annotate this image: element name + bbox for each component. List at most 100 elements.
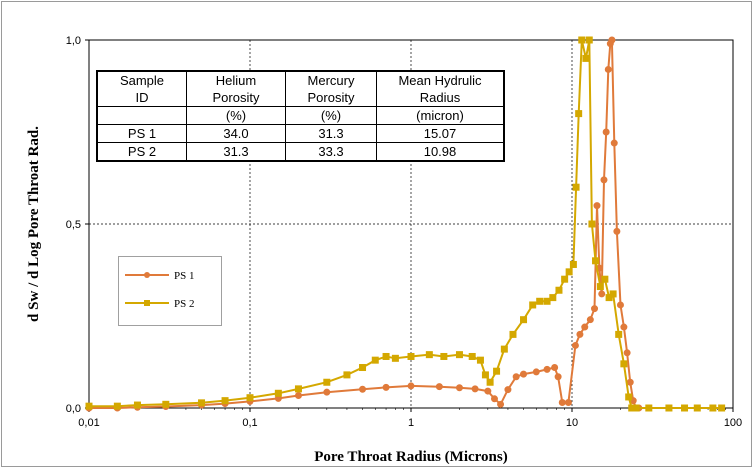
data-point [581,323,589,331]
data-point [497,400,505,408]
legend-marker [144,300,150,306]
y-tick-label: 0,0 [66,403,81,415]
data-point [543,365,551,373]
data-point [294,385,302,393]
axis-ticks: 0,01 0,1 1 10 100 0,0 0,5 1,0 [66,35,742,429]
series-ps-1 [85,36,643,412]
data-point [246,394,254,402]
data-point [626,378,634,386]
legend-items: PS 1 PS 2 [125,270,195,310]
data-point [512,373,520,381]
data-point [564,398,572,406]
data-point [529,301,537,309]
data-point [605,294,613,302]
data-point [554,373,562,381]
data-point [615,330,623,338]
table-header-cell: Mercury [285,70,377,89]
data-point [113,402,121,410]
data-point [500,345,508,353]
table-unit-cell [96,106,187,125]
table-header-cell: Sample [96,70,187,89]
data-point [486,378,494,386]
data-point [625,393,633,401]
data-point [623,349,631,357]
data-point [598,290,606,298]
series-layer [85,36,726,412]
data-point [578,36,586,44]
data-point [382,383,390,391]
x-tick-label: 10 [566,417,578,429]
series-line [89,39,639,409]
data-point [555,286,563,294]
table-cell: 34.0 [186,124,286,143]
data-point [571,341,579,349]
data-point [632,404,640,412]
data-point [608,36,616,44]
data-point [602,128,610,136]
data-point [343,371,351,379]
table-header-cell: Porosity [186,89,286,107]
x-axis-title: Pore Throat Radius (Microns) [314,449,507,465]
data-point [549,294,557,302]
data-point [576,330,584,338]
data-point [588,220,596,228]
data-point [440,352,448,360]
data-point [665,404,673,412]
data-point [520,370,528,378]
data-point [471,385,479,393]
data-point [645,404,653,412]
table-cell: PS 2 [96,142,187,162]
y-tick-label: 1,0 [66,35,81,47]
data-point [468,352,476,360]
data-point [600,176,608,184]
data-point [551,364,559,372]
data-point [323,378,331,386]
legend-svg: PS 1 PS 2 [125,270,195,310]
x-tick-label: 1 [408,417,414,429]
data-point [504,386,512,394]
legend-label: PS 1 [174,270,195,282]
data-point [323,388,331,396]
data-point [572,183,580,191]
data-point [693,404,701,412]
table-row: PS 1 34.0 31.3 15.07 [96,124,505,143]
table-header-cell: Radius [376,89,505,107]
data-point [455,384,463,392]
table-cell: 10.98 [376,142,505,162]
table-header-cell: Helium [186,70,286,89]
data-point [592,257,600,265]
data-point [221,397,229,405]
table-cell: 15.07 [376,124,505,143]
data-point [565,268,573,276]
x-tick-label: 0,01 [78,417,99,429]
data-point [536,297,544,305]
data-point [575,110,583,118]
table-cell: 33.3 [285,142,377,162]
data-point [509,330,517,338]
table-header-cell: ID [96,89,187,107]
data-point [359,385,367,393]
data-point [601,275,609,283]
data-point [435,383,443,391]
data-point [371,356,379,364]
table-header-cell: Mean Hydrulic [376,70,505,89]
data-point [543,297,551,305]
data-point [85,402,93,410]
data-point [198,399,206,407]
data-point [681,404,689,412]
table-row: PS 2 31.3 33.3 10.98 [96,142,505,162]
legend: PS 1 PS 2 [118,256,222,326]
series-ps-2 [85,36,726,412]
legend-label: PS 2 [174,298,195,310]
data-point [407,352,415,360]
table-cell: 31.3 [285,124,377,143]
data-point [455,351,463,359]
table-unit-cell: (micron) [376,106,505,125]
data-point [382,352,390,360]
data-point [425,351,433,359]
data-point [274,389,282,397]
data-point [481,371,489,379]
data-point [586,316,594,324]
data-point [558,398,566,406]
data-point [596,283,604,291]
